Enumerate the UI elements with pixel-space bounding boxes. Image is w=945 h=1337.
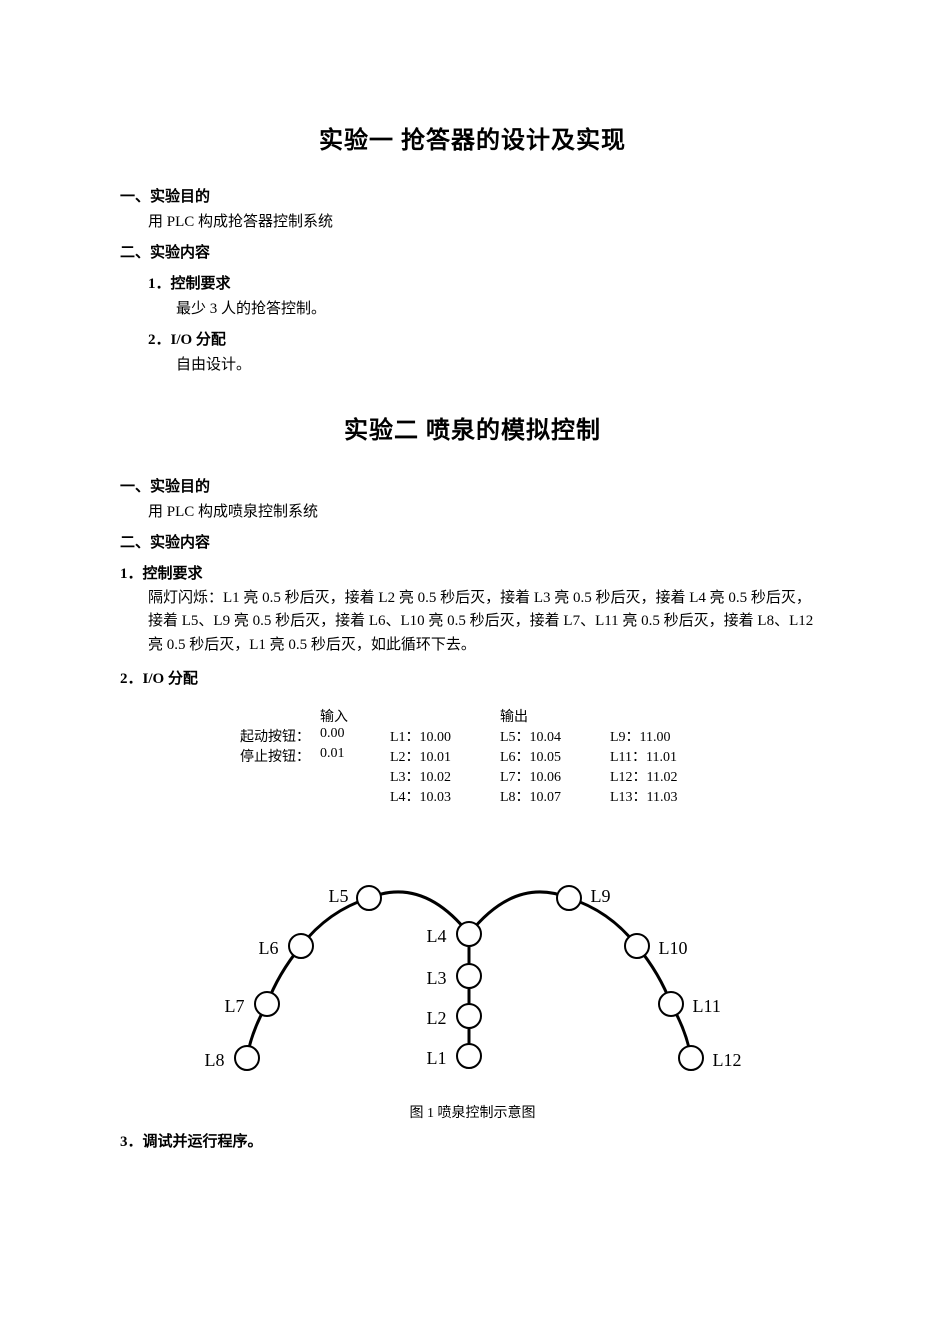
io-table-header-row: 输入 输出 <box>120 706 825 726</box>
fountain-diagram: L1 L2 L3 L4 L5 L6 L7 L8 L9 L10 L11 L12 <box>193 826 753 1096</box>
diagram-node-l8 <box>234 1045 260 1071</box>
exp2-s1-body: 用 PLC 构成喷泉控制系统 <box>148 500 825 521</box>
diagram-node-l2 <box>456 1003 482 1029</box>
io-out-c2: L6：10.05 <box>500 746 610 766</box>
io-out-c1: L1：10.00 <box>390 726 500 746</box>
diagram-node-l5 <box>356 885 382 911</box>
diagram-label-l1: L1 <box>427 1048 447 1069</box>
exp2-s2-1-head: 1．控制要求 <box>120 562 825 583</box>
diagram-label-l12: L12 <box>713 1050 742 1071</box>
diagram-label-l6: L6 <box>259 938 279 959</box>
io-in-addr: 0.01 <box>320 746 390 766</box>
io-allocation-table: 输入 输出 起动按钮： 0.00 L1：10.00 L5：10.04 L9：11… <box>120 706 825 806</box>
exp1-s2-2-body: 自由设计。 <box>176 353 825 374</box>
io-in-label: 停止按钮： <box>120 746 320 766</box>
io-input-heading: 输入 <box>320 706 390 726</box>
exp1-s1-body: 用 PLC 构成抢答器控制系统 <box>148 210 825 231</box>
io-in-addr <box>320 766 390 786</box>
io-out-c3: L9：11.00 <box>610 726 720 746</box>
diagram-node-l10 <box>624 933 650 959</box>
diagram-label-l8: L8 <box>205 1050 225 1071</box>
document-page: 实验一 抢答器的设计及实现 一、实验目的 用 PLC 构成抢答器控制系统 二、实… <box>0 0 945 1337</box>
exp2-s2-3-head: 3．调试并运行程序。 <box>120 1130 825 1151</box>
io-table-row: 起动按钮： 0.00 L1：10.00 L5：10.04 L9：11.00 <box>120 726 825 746</box>
exp1-s2-head: 二、实验内容 <box>120 241 825 262</box>
io-output-heading: 输出 <box>500 706 610 726</box>
diagram-label-l11: L11 <box>693 996 721 1017</box>
io-out-c3: L11：11.01 <box>610 746 720 766</box>
diagram-label-l10: L10 <box>659 938 688 959</box>
exp2-title: 实验二 喷泉的模拟控制 <box>120 410 825 445</box>
io-out-c3: L12：11.02 <box>610 766 720 786</box>
diagram-label-l2: L2 <box>427 1008 447 1029</box>
io-out-c2: L7：10.06 <box>500 766 610 786</box>
io-table-row: 停止按钮： 0.01 L2：10.01 L6：10.05 L11：11.01 <box>120 746 825 766</box>
io-in-addr <box>320 786 390 806</box>
diagram-label-l4: L4 <box>427 926 447 947</box>
figure-caption: 图 1 喷泉控制示意图 <box>120 1102 825 1122</box>
io-out-c3: L13：11.03 <box>610 786 720 806</box>
exp2-s1-head: 一、实验目的 <box>120 475 825 496</box>
diagram-node-l12 <box>678 1045 704 1071</box>
io-in-label <box>120 766 320 786</box>
exp1-s2-1-head: 1．控制要求 <box>148 272 825 293</box>
diagram-node-l4 <box>456 921 482 947</box>
exp2-s2-2-head: 2．I/O 分配 <box>120 667 825 688</box>
diagram-node-l1 <box>456 1043 482 1069</box>
io-in-addr: 0.00 <box>320 726 390 746</box>
diagram-node-l11 <box>658 991 684 1017</box>
io-in-label: 起动按钮： <box>120 726 320 746</box>
exp1-title: 实验一 抢答器的设计及实现 <box>120 120 825 155</box>
diagram-label-l5: L5 <box>329 886 349 907</box>
exp2-s2-1-body: 隔灯闪烁：L1 亮 0.5 秒后灭，接着 L2 亮 0.5 秒后灭，接着 L3 … <box>148 587 825 657</box>
io-out-c1: L2：10.01 <box>390 746 500 766</box>
io-in-label <box>120 786 320 806</box>
diagram-node-l6 <box>288 933 314 959</box>
diagram-node-l3 <box>456 963 482 989</box>
exp2-s2-head: 二、实验内容 <box>120 531 825 552</box>
diagram-label-l9: L9 <box>591 886 611 907</box>
io-table-row: L4：10.03 L8：10.07 L13：11.03 <box>120 786 825 806</box>
io-table-row: L3：10.02 L7：10.06 L12：11.02 <box>120 766 825 786</box>
exp1-s1-head: 一、实验目的 <box>120 185 825 206</box>
io-out-c1: L4：10.03 <box>390 786 500 806</box>
exp1-s2-2-head: 2．I/O 分配 <box>148 328 825 349</box>
diagram-label-l7: L7 <box>225 996 245 1017</box>
diagram-node-l7 <box>254 991 280 1017</box>
io-out-c2: L8：10.07 <box>500 786 610 806</box>
exp1-s2-1-body: 最少 3 人的抢答控制。 <box>176 297 825 318</box>
io-out-c2: L5：10.04 <box>500 726 610 746</box>
io-out-c1: L3：10.02 <box>390 766 500 786</box>
diagram-node-l9 <box>556 885 582 911</box>
diagram-label-l3: L3 <box>427 968 447 989</box>
